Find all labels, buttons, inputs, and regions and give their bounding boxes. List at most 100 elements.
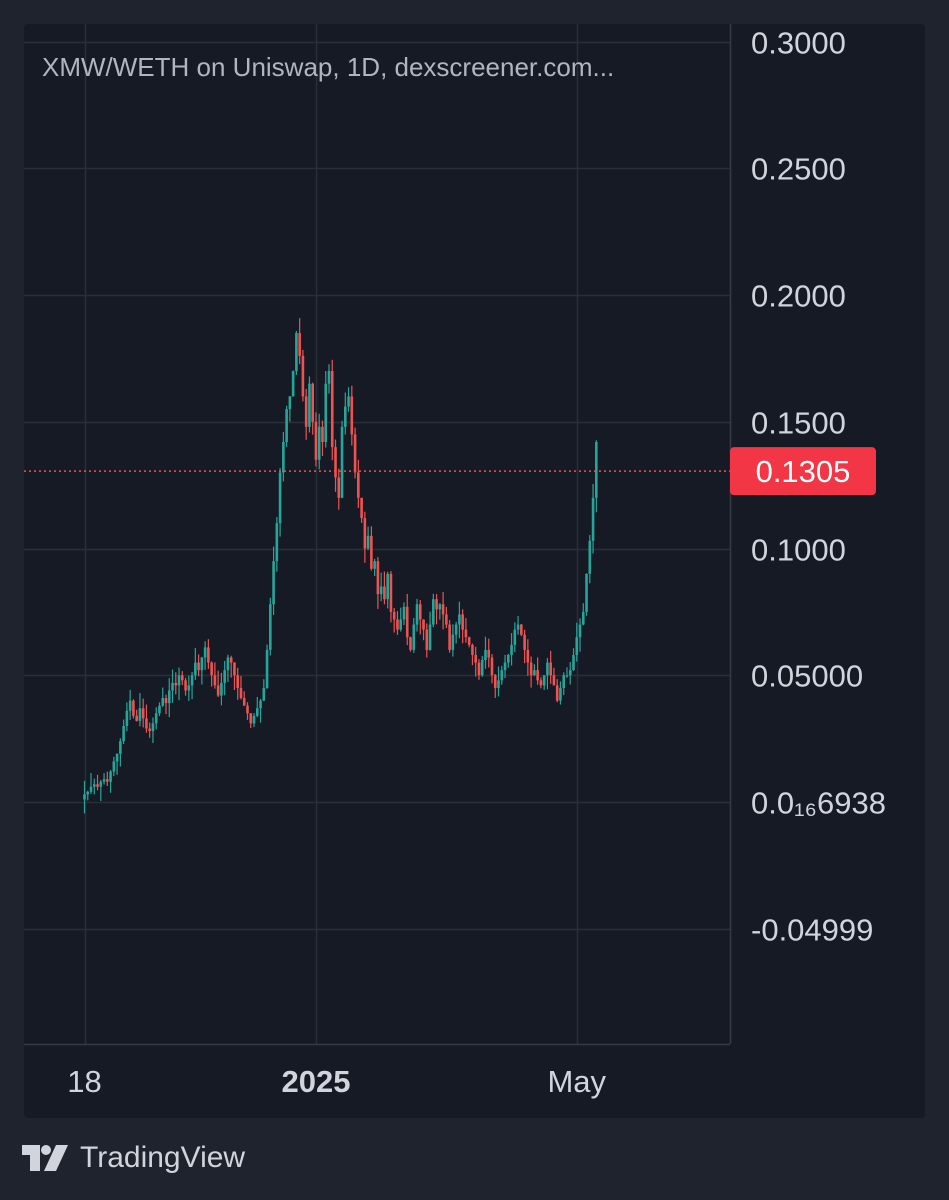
- candle-body: [520, 624, 523, 635]
- candle: [269, 597, 272, 656]
- candle: [477, 659, 481, 680]
- candle-body: [102, 779, 106, 782]
- tradingview-brand[interactable]: TradingView: [22, 1138, 245, 1178]
- candle-body: [177, 675, 181, 686]
- candle: [435, 594, 438, 625]
- y-tick-label: 0.1500: [751, 406, 846, 441]
- candle-body: [226, 657, 230, 671]
- candle: [373, 558, 376, 577]
- candle-body: [510, 644, 513, 655]
- candle-body: [86, 791, 90, 795]
- candle: [301, 349, 305, 402]
- candle: [151, 717, 155, 744]
- candle-body: [477, 662, 481, 676]
- candle-body: [549, 662, 552, 676]
- candle: [184, 677, 187, 696]
- candle-body: [275, 523, 279, 562]
- candle: [458, 601, 461, 639]
- candle-body: [591, 497, 595, 541]
- candle-body: [220, 682, 223, 696]
- candle-body: [350, 396, 354, 435]
- candle-body: [523, 634, 526, 650]
- x-tick-label: May: [547, 1064, 606, 1099]
- candle-body: [497, 680, 500, 688]
- tradingview-logo-icon: [22, 1145, 68, 1171]
- candle: [507, 653, 510, 668]
- candle: [344, 392, 347, 435]
- candle: [138, 693, 142, 727]
- candle: [405, 593, 409, 646]
- candle-body: [578, 624, 582, 638]
- candle-body: [533, 670, 536, 676]
- candle: [484, 636, 487, 669]
- candle-body: [249, 713, 253, 724]
- candle-body: [269, 604, 272, 650]
- candle: [167, 678, 171, 718]
- candle: [464, 618, 468, 643]
- candle: [291, 370, 295, 397]
- candle: [272, 546, 275, 616]
- candle-body: [167, 690, 171, 704]
- candle: [174, 672, 178, 695]
- candle-body: [435, 599, 438, 610]
- candle: [392, 607, 396, 633]
- candle: [311, 382, 314, 435]
- candle-body: [92, 784, 96, 787]
- price-chart[interactable]: 0.3000 0.2500 0.2000 0.1500 0.1000 0.05000 0.0…: [24, 24, 925, 1118]
- candle-body: [467, 637, 471, 645]
- candle-body: [516, 624, 520, 630]
- candle-body: [490, 657, 494, 676]
- candle-body: [282, 442, 285, 473]
- candle: [194, 648, 197, 680]
- candle-body: [308, 383, 311, 427]
- candle: [86, 790, 90, 801]
- candle-body: [402, 606, 406, 620]
- candle: [422, 619, 425, 641]
- candle: [353, 427, 357, 479]
- candle: [575, 622, 579, 662]
- candle: [158, 702, 161, 717]
- x-tick-label: 18: [67, 1064, 101, 1099]
- candle: [265, 644, 269, 689]
- candle-body: [422, 619, 425, 630]
- candle-body: [171, 682, 174, 691]
- candle-body: [383, 586, 386, 600]
- candle: [513, 622, 517, 653]
- candle: [591, 483, 595, 554]
- last-price-badge: [730, 447, 876, 496]
- candle-body: [507, 654, 510, 663]
- chart-title: XMW/WETH on Uniswap, 1D, dexscreener.com…: [42, 52, 615, 82]
- y-tick-label: 0.05000: [751, 659, 863, 694]
- candle: [549, 650, 552, 684]
- candle: [177, 667, 181, 701]
- candle-body: [158, 705, 161, 714]
- candle-body: [239, 687, 243, 699]
- candle-body: [373, 561, 376, 569]
- candle-body: [412, 624, 416, 650]
- candle-body: [229, 657, 233, 663]
- candle-body: [386, 573, 389, 600]
- candle: [236, 667, 240, 700]
- candle: [595, 440, 598, 513]
- candle: [376, 557, 380, 609]
- candle-body: [461, 614, 464, 630]
- candle-body: [246, 705, 249, 714]
- candle-body: [154, 713, 158, 724]
- candle-body: [363, 518, 367, 549]
- candle-body: [493, 675, 497, 688]
- candle-body: [106, 779, 109, 782]
- candle-body: [125, 710, 129, 726]
- candle-body: [542, 675, 546, 686]
- candle-body: [174, 682, 178, 686]
- candle-body: [396, 619, 399, 630]
- candle-body: [298, 333, 301, 356]
- candle-body: [555, 685, 559, 701]
- candle: [295, 330, 298, 375]
- candle-body: [109, 771, 112, 782]
- candle: [171, 669, 174, 703]
- candle-body: [291, 371, 295, 397]
- candle-body: [83, 794, 86, 800]
- candle-body: [536, 670, 539, 681]
- candle-body: [304, 396, 308, 427]
- candle: [259, 698, 262, 723]
